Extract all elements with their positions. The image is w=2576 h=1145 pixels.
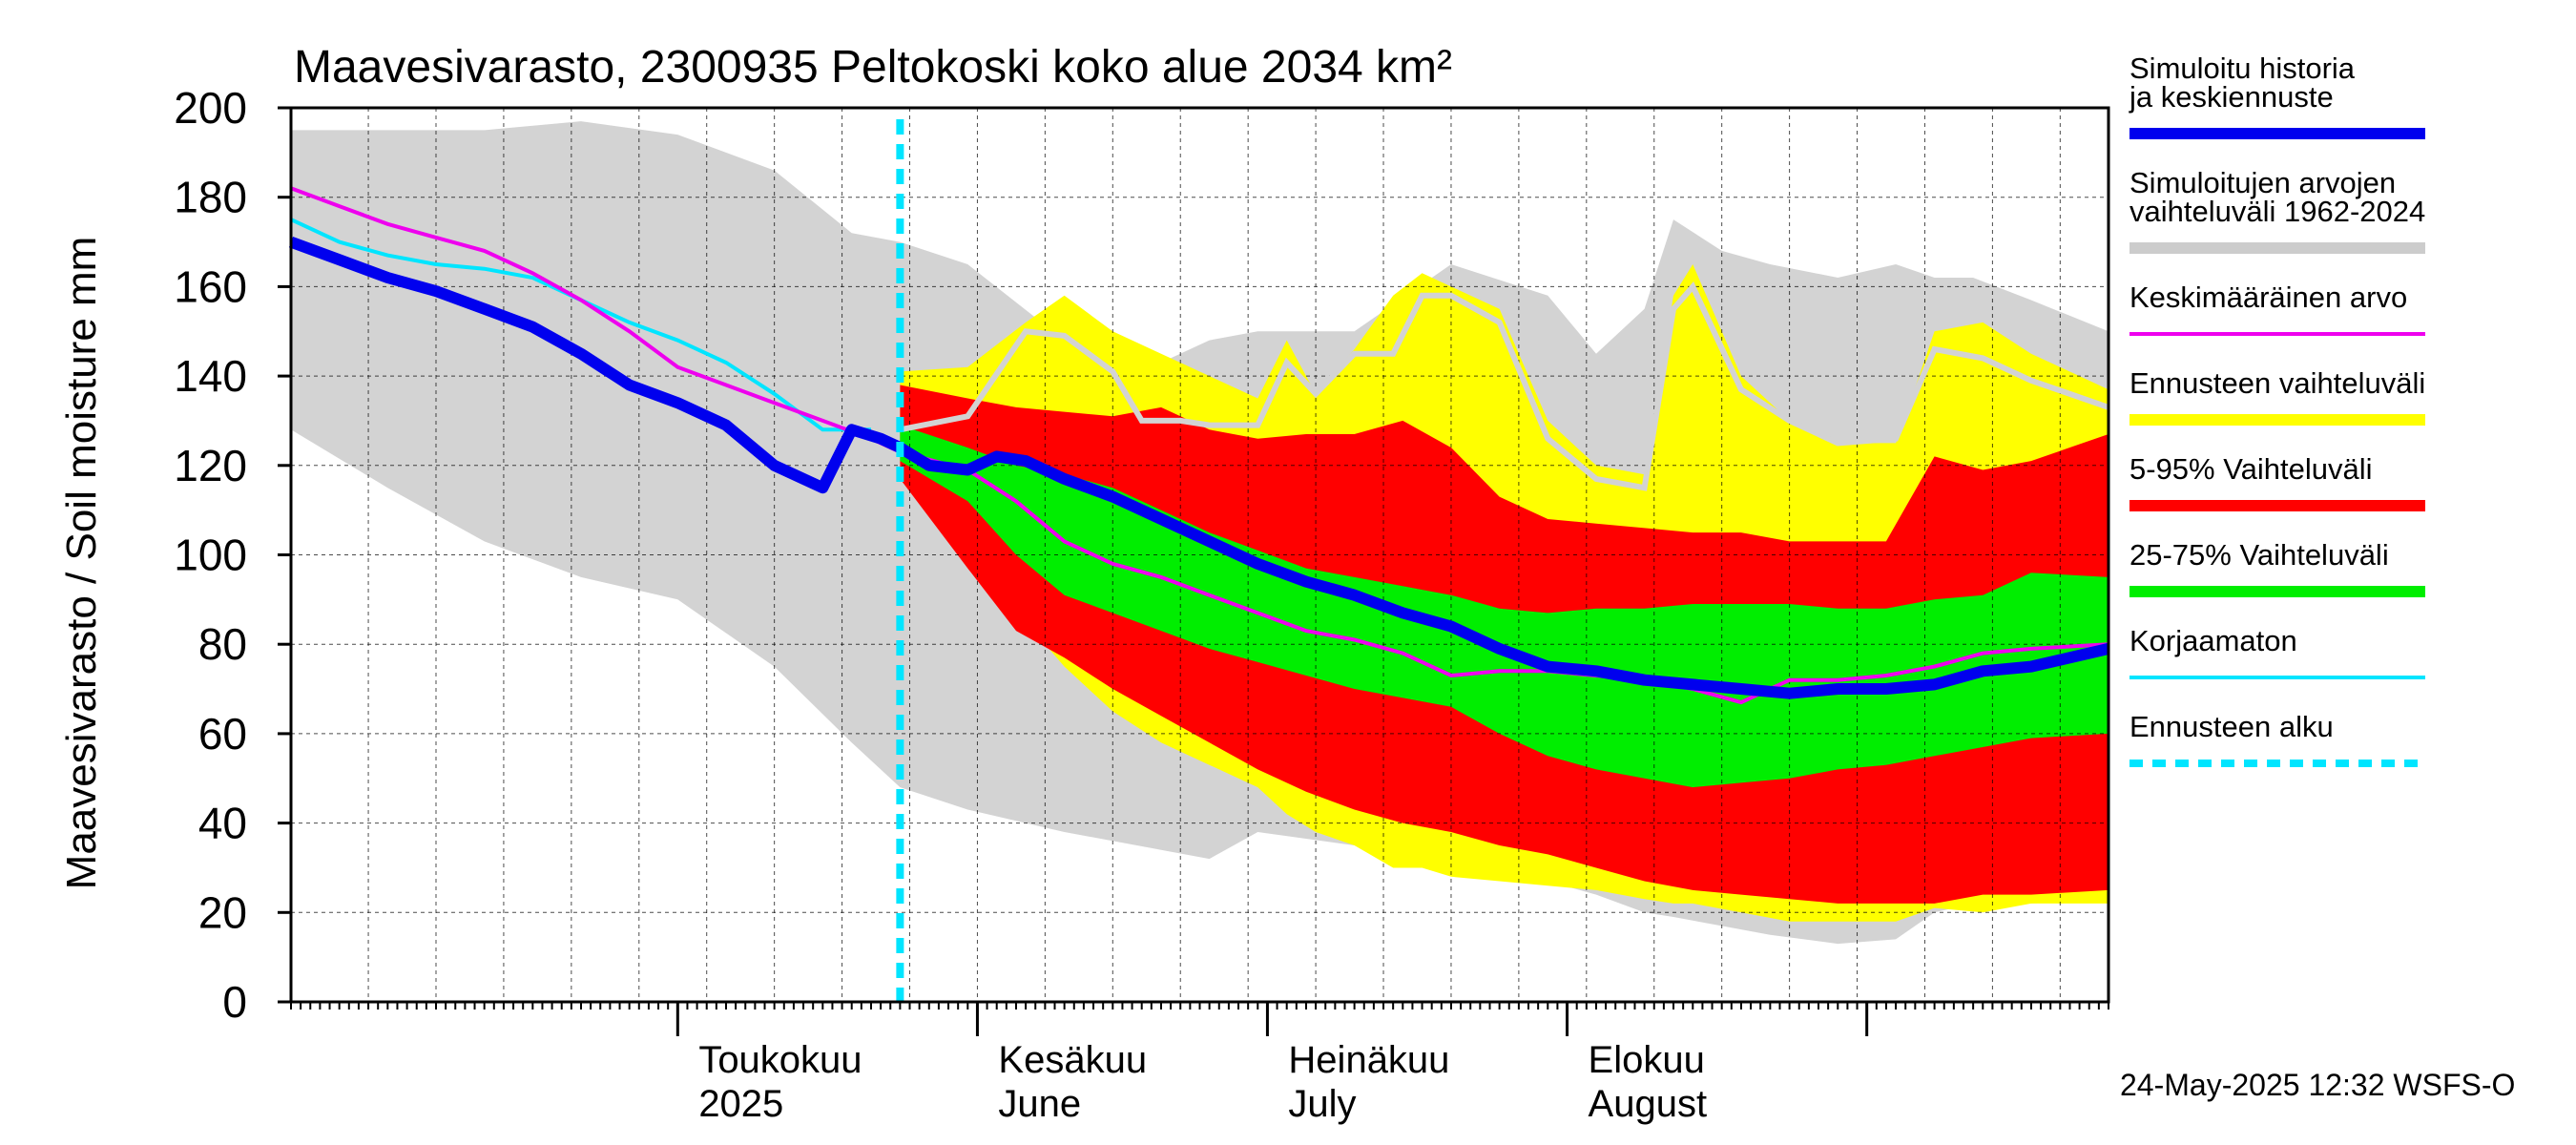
legend-label: Ennusteen vaihteluväli bbox=[2129, 366, 2425, 400]
mean-line bbox=[290, 186, 2109, 705]
month-label-en: June bbox=[998, 1083, 1081, 1125]
month-label-fi: Kesäkuu bbox=[998, 1039, 1147, 1081]
y-tick-label: 160 bbox=[174, 261, 247, 311]
month-label-en: 2025 bbox=[698, 1083, 783, 1125]
lines-layer bbox=[288, 119, 2110, 1006]
y-tick-label: 100 bbox=[174, 531, 247, 580]
legend-label: 25-75% Vaihteluväli bbox=[2129, 538, 2389, 572]
month-label-fi: Elokuu bbox=[1589, 1039, 1705, 1081]
legend-label: Korjaamaton bbox=[2129, 624, 2297, 657]
legend-label: Keskimääräinen arvo bbox=[2129, 281, 2407, 314]
y-tick-label: 20 bbox=[198, 887, 247, 937]
legend-label: 5-95% Vaihteluväli bbox=[2129, 452, 2372, 486]
month-label-en: July bbox=[1288, 1083, 1356, 1125]
y-tick-label: 0 bbox=[222, 977, 247, 1027]
main-forecast-line bbox=[288, 236, 2110, 699]
legend-label: Ennusteen alku bbox=[2129, 710, 2334, 743]
y-tick-label: 120 bbox=[174, 441, 247, 490]
y-tick-label: 180 bbox=[174, 173, 247, 222]
y-tick-label: 40 bbox=[198, 799, 247, 848]
y-axis-label: Maavesivarasto / Soil moisture mm bbox=[58, 237, 105, 890]
timestamp: 24-May-2025 12:32 WSFS-O bbox=[2120, 1068, 2515, 1102]
y-tick-label: 60 bbox=[198, 709, 247, 759]
legend-label: Simuloitujen arvojen bbox=[2129, 166, 2396, 199]
month-label-fi: Heinäkuu bbox=[1288, 1039, 1449, 1081]
legend-label: Simuloitu historia bbox=[2129, 52, 2356, 85]
legend-label: vaihteluväli 1962-2024 bbox=[2129, 195, 2425, 228]
grid-layer bbox=[291, 108, 2109, 1002]
month-label-en: August bbox=[1589, 1083, 1708, 1125]
y-tick-label: 80 bbox=[198, 619, 247, 669]
month-label-fi: Toukokuu bbox=[698, 1039, 862, 1081]
y-tick-label: 140 bbox=[174, 351, 247, 401]
chart-title: Maavesivarasto, 2300935 Peltokoski koko … bbox=[294, 42, 1452, 93]
y-tick-label: 200 bbox=[174, 83, 247, 133]
legend-label: ja keskiennuste bbox=[2129, 80, 2334, 114]
historical-median-line bbox=[899, 281, 2109, 491]
